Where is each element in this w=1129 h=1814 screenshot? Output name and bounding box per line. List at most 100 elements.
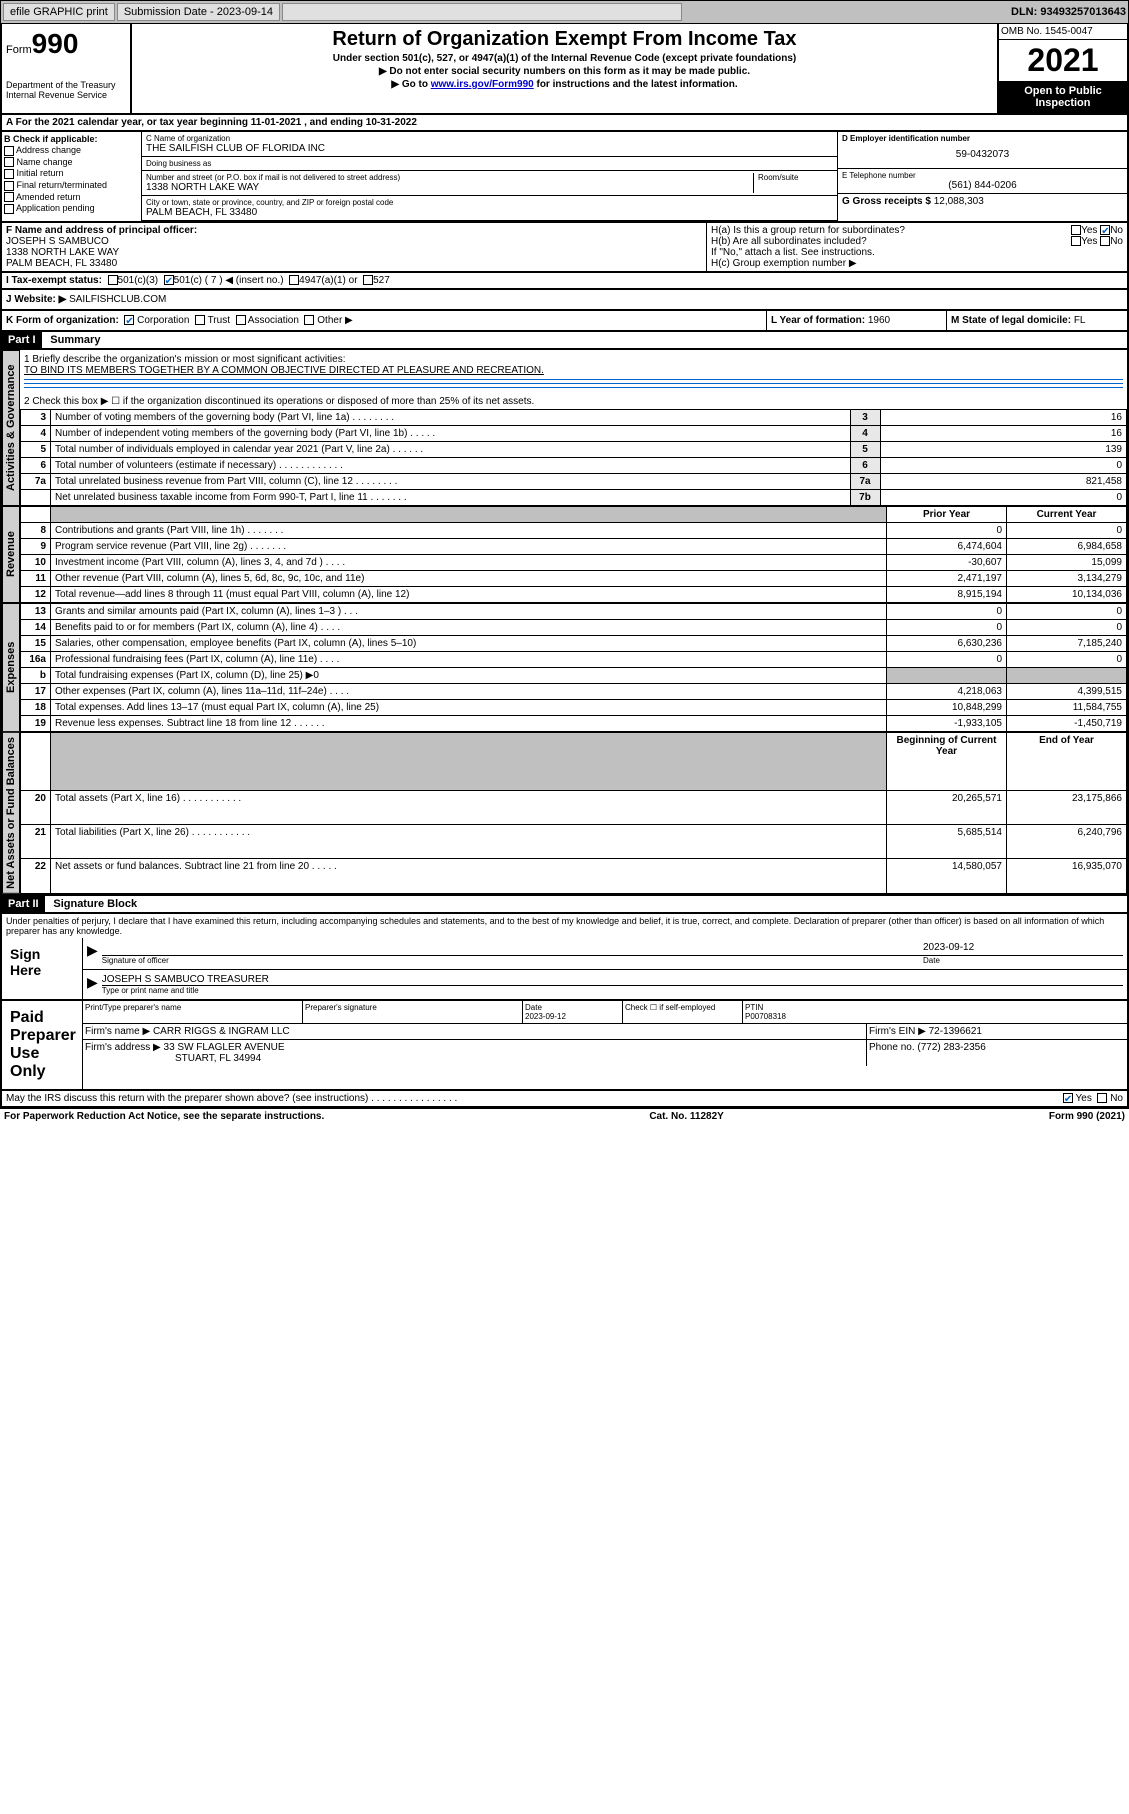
line2: 2 Check this box ▶ ☐ if the organization…	[20, 394, 1127, 409]
form-header: Form990 Department of the Treasury Inter…	[0, 24, 1129, 115]
irs-label: Internal Revenue Service	[6, 90, 126, 100]
footer-right: Form 990 (2021)	[1049, 1111, 1125, 1122]
ha-row: H(a) Is this a group return for subordin…	[711, 225, 1123, 236]
city-label: City or town, state or province, country…	[146, 198, 833, 207]
addr-val: 1338 NORTH LAKE WAY	[146, 182, 753, 193]
col-b-checkboxes: B Check if applicable: Address change Na…	[2, 132, 142, 221]
firm-ein: 72-1396621	[929, 1026, 982, 1037]
tab-netassets: Net Assets or Fund Balances	[2, 732, 20, 894]
prep-name-label: Print/Type preparer's name	[83, 1001, 303, 1023]
netassets-table: Beginning of Current YearEnd of Year20To…	[20, 732, 1127, 894]
tax-year: 2021	[999, 40, 1127, 81]
inspection-label: Open to Public Inspection	[999, 81, 1127, 113]
website-row: J Website: ▶ SAILFISHCLUB.COM	[0, 290, 1129, 311]
phone-label: E Telephone number	[842, 171, 1123, 180]
check-self-employed: Check ☐ if self-employed	[623, 1001, 743, 1023]
firm-name: CARR RIGGS & INGRAM LLC	[153, 1026, 290, 1037]
footer-mid: Cat. No. 11282Y	[649, 1111, 723, 1122]
revenue-table: Prior YearCurrent Year8Contributions and…	[20, 506, 1127, 603]
org-name: THE SAILFISH CLUB OF FLORIDA INC	[146, 143, 833, 154]
hb-row: H(b) Are all subordinates included? Yes …	[711, 236, 1123, 247]
dba-label: Doing business as	[146, 159, 833, 168]
city-val: PALM BEACH, FL 33480	[146, 207, 833, 218]
firm-phone: (772) 283-2356	[917, 1042, 985, 1053]
cb-initial-return[interactable]: Initial return	[4, 168, 139, 179]
line1-label: 1 Briefly describe the organization's mi…	[24, 354, 1123, 365]
part1-header-row: Part I Summary	[0, 332, 1129, 350]
signature-block: Sign Here ▶ Signature of officer 2023-09…	[0, 938, 1129, 1001]
form-note2: ▶ Go to www.irs.gov/Form990 for instruct…	[136, 79, 993, 90]
part1-title: Summary	[44, 332, 106, 348]
section-netassets: Net Assets or Fund Balances Beginning of…	[0, 732, 1129, 896]
irs-link[interactable]: www.irs.gov/Form990	[431, 79, 534, 90]
mission-text: TO BIND ITS MEMBERS TOGETHER BY A COMMON…	[24, 365, 1123, 376]
date-label: Date	[923, 956, 1123, 965]
form-note1: ▶ Do not enter social security numbers o…	[136, 66, 993, 77]
cb-address-change[interactable]: Address change	[4, 145, 139, 156]
tab-activities: Activities & Governance	[2, 350, 20, 506]
dln: DLN: 93493257013643	[1011, 6, 1126, 18]
prep-date: 2023-09-12	[525, 1012, 620, 1021]
governance-table: 3Number of voting members of the governi…	[20, 409, 1127, 506]
sig-officer-label: Signature of officer	[102, 956, 923, 965]
topbar: efile GRAPHIC print Submission Date - 20…	[0, 0, 1129, 24]
tax-status-row: I Tax-exempt status: 501(c)(3) 501(c) ( …	[0, 273, 1129, 290]
paid-preparer-block: Paid Preparer Use Only Print/Type prepar…	[0, 1001, 1129, 1091]
firm-addr2: STUART, FL 34994	[85, 1053, 261, 1064]
name-label: Type or print name and title	[102, 986, 1123, 995]
part1-header: Part I	[2, 332, 42, 348]
klm-row: K Form of organization: Corporation Trus…	[0, 311, 1129, 332]
hb-note: If "No," attach a list. See instructions…	[711, 247, 1123, 258]
arrow-icon: ▶	[87, 974, 98, 995]
omb-number: OMB No. 1545-0047	[999, 24, 1127, 40]
footer: For Paperwork Reduction Act Notice, see …	[0, 1108, 1129, 1124]
form-title: Return of Organization Exempt From Incom…	[136, 28, 993, 51]
paid-preparer-label: Paid Preparer Use Only	[2, 1001, 82, 1089]
cb-final-return[interactable]: Final return/terminated	[4, 180, 139, 191]
section-revenue: Revenue Prior YearCurrent Year8Contribut…	[0, 506, 1129, 603]
ein-val: 59-0432073	[842, 143, 1123, 166]
part2-title: Signature Block	[47, 896, 143, 912]
cb-application[interactable]: Application pending	[4, 203, 139, 214]
officer-print-name: JOSEPH S SAMBUCO TREASURER	[102, 974, 1123, 986]
section-expenses: Expenses 13Grants and similar amounts pa…	[0, 603, 1129, 732]
room-label: Room/suite	[758, 173, 833, 182]
cb-name-change[interactable]: Name change	[4, 157, 139, 168]
prep-date-label: Date	[525, 1003, 620, 1012]
efile-button[interactable]: efile GRAPHIC print	[3, 3, 115, 21]
may-irs-row: May the IRS discuss this return with the…	[0, 1091, 1129, 1108]
form-subtitle: Under section 501(c), 527, or 4947(a)(1)…	[136, 53, 993, 64]
form-number: Form990	[6, 28, 126, 60]
ptin-label: PTIN	[745, 1003, 1125, 1012]
ein-label: D Employer identification number	[842, 134, 970, 143]
arrow-icon: ▶	[87, 942, 98, 965]
footer-left: For Paperwork Reduction Act Notice, see …	[4, 1111, 324, 1122]
sign-here-label: Sign Here	[2, 938, 82, 999]
officer-name: JOSEPH S SAMBUCO	[6, 236, 702, 247]
gross-val: 12,088,303	[934, 196, 984, 207]
firm-addr1: 33 SW FLAGLER AVENUE	[164, 1042, 285, 1053]
blank-btn	[282, 3, 682, 21]
website-val: SAILFISHCLUB.COM	[69, 294, 166, 305]
gross-label: G Gross receipts $	[842, 196, 934, 207]
dept-treasury: Department of the Treasury	[6, 80, 126, 90]
submission-date: Submission Date - 2023-09-14	[117, 3, 280, 21]
ptin-val: P00708318	[745, 1012, 1125, 1021]
cb-amended[interactable]: Amended return	[4, 192, 139, 203]
declaration: Under penalties of perjury, I declare th…	[0, 914, 1129, 938]
officer-addr1: 1338 NORTH LAKE WAY	[6, 247, 702, 258]
part2-header-row: Part II Signature Block	[0, 896, 1129, 914]
row-a: A For the 2021 calendar year, or tax yea…	[0, 115, 1129, 132]
org-name-label: C Name of organization	[146, 134, 833, 143]
part2-header: Part II	[2, 896, 45, 912]
main-info-box: B Check if applicable: Address change Na…	[0, 132, 1129, 223]
prep-sig-label: Preparer's signature	[303, 1001, 523, 1023]
expenses-table: 13Grants and similar amounts paid (Part …	[20, 603, 1127, 732]
sig-date: 2023-09-12	[923, 942, 1123, 956]
hc-row: H(c) Group exemption number ▶	[711, 258, 1123, 269]
officer-addr2: PALM BEACH, FL 33480	[6, 258, 702, 269]
officer-h-box: F Name and address of principal officer:…	[0, 223, 1129, 273]
tab-expenses: Expenses	[2, 603, 20, 732]
phone-val: (561) 844-0206	[842, 180, 1123, 191]
tab-revenue: Revenue	[2, 506, 20, 603]
